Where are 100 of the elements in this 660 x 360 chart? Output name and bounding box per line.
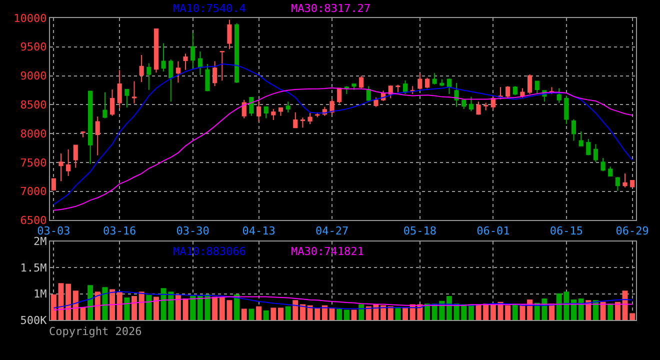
candlestick — [608, 166, 613, 176]
x-tick-label: 06-29 — [616, 224, 649, 238]
candlestick — [308, 112, 312, 125]
candlestick — [220, 50, 224, 82]
candlestick — [586, 138, 591, 156]
candlestick — [402, 80, 408, 95]
candlestick — [344, 86, 349, 95]
text: MA30:8317.27 — [291, 2, 370, 15]
candlestick — [418, 72, 422, 90]
y-tick-label: 8000 — [20, 127, 47, 140]
candlestick — [476, 101, 481, 116]
text: MA10:7540.4 — [173, 2, 246, 15]
y-tick-label: 10000 — [14, 12, 47, 25]
candlestick — [374, 97, 378, 108]
candlestick — [286, 101, 290, 113]
candlestick — [520, 88, 525, 98]
candlestick — [190, 32, 196, 70]
y-tick-label: 9000 — [20, 70, 47, 83]
candlestick — [432, 72, 437, 85]
x-tick-label: 03-16 — [103, 224, 136, 238]
candlestick — [359, 75, 364, 89]
x-tick-label: 06-01 — [476, 224, 510, 238]
candlestick — [593, 144, 598, 163]
candlestick — [66, 148, 71, 176]
x-tick-label: 05-18 — [403, 224, 436, 238]
candlestick — [234, 22, 240, 84]
x-tick-label: 04-13 — [242, 224, 276, 238]
candlestick — [256, 99, 262, 122]
candlestick — [498, 86, 503, 100]
candlestick — [168, 58, 174, 102]
text: MA10:883066 — [173, 245, 246, 258]
candlestick — [227, 19, 232, 50]
candlestick — [424, 77, 430, 89]
candlestick — [176, 60, 180, 84]
x-tick-label: 06-15 — [550, 224, 583, 238]
candlestick — [396, 84, 400, 93]
candlestick — [462, 100, 466, 110]
candlestick — [278, 107, 284, 116]
candlestick — [484, 102, 488, 111]
candlestick — [446, 78, 452, 95]
candlestick — [80, 130, 86, 138]
candlestick — [352, 84, 356, 90]
candlestick — [249, 97, 254, 116]
candlestick — [600, 157, 606, 172]
candlestick — [154, 28, 159, 74]
candlestick — [146, 62, 152, 90]
y-tick-label: 1.5M — [20, 261, 48, 274]
candlestick — [205, 63, 210, 92]
candlestick — [300, 117, 306, 128]
candlestick — [490, 96, 496, 110]
candlestick — [102, 92, 108, 119]
y-tick-label: 9500 — [20, 40, 47, 54]
candlestick — [564, 95, 569, 125]
candlestick — [183, 53, 188, 70]
line-series — [53, 87, 633, 211]
candlestick — [132, 80, 137, 104]
candlestick — [124, 89, 130, 108]
candlestick — [630, 180, 635, 188]
candlestick — [440, 78, 444, 87]
text: MA30:741821 — [291, 245, 364, 258]
candlestick — [454, 82, 459, 108]
candlestick — [58, 152, 64, 182]
candlestick — [293, 112, 298, 128]
candlestick — [534, 80, 540, 95]
candlestick — [242, 99, 246, 119]
candlestick — [264, 106, 268, 119]
candlestick — [571, 118, 576, 142]
candlestick — [410, 86, 415, 95]
line-series — [53, 291, 633, 310]
candlestick — [622, 173, 628, 188]
candlestick — [527, 74, 532, 95]
line-series — [53, 63, 633, 206]
candlestick — [212, 60, 218, 87]
candlestick — [73, 144, 78, 168]
candlestick — [117, 69, 122, 108]
candlestick — [506, 86, 510, 98]
x-tick-label: 04-27 — [315, 224, 349, 238]
y-tick-label: 8500 — [20, 98, 47, 112]
candlestick — [615, 176, 620, 192]
candlestick — [198, 51, 202, 76]
line-series — [53, 296, 633, 311]
text: Copyright 2026 — [49, 325, 142, 338]
candlestick — [271, 108, 276, 120]
candlestick — [330, 98, 334, 116]
candlestick — [366, 86, 371, 102]
y-tick-label: 7500 — [20, 156, 47, 170]
candlestick — [139, 54, 144, 82]
candlestick — [88, 90, 93, 164]
y-tick-label: 500K — [20, 314, 48, 327]
candlestick — [337, 88, 342, 104]
y-tick-label: 1M — [34, 288, 48, 301]
candlestick — [51, 178, 56, 192]
x-tick-label: 03-30 — [176, 224, 210, 238]
candlestick — [95, 116, 100, 156]
candlestick — [556, 88, 562, 104]
candlestick — [512, 86, 518, 96]
candlestick — [578, 130, 584, 146]
candlestick — [110, 89, 115, 116]
y-tick-label: 2M — [34, 235, 48, 248]
y-tick-label: 7000 — [20, 185, 47, 198]
